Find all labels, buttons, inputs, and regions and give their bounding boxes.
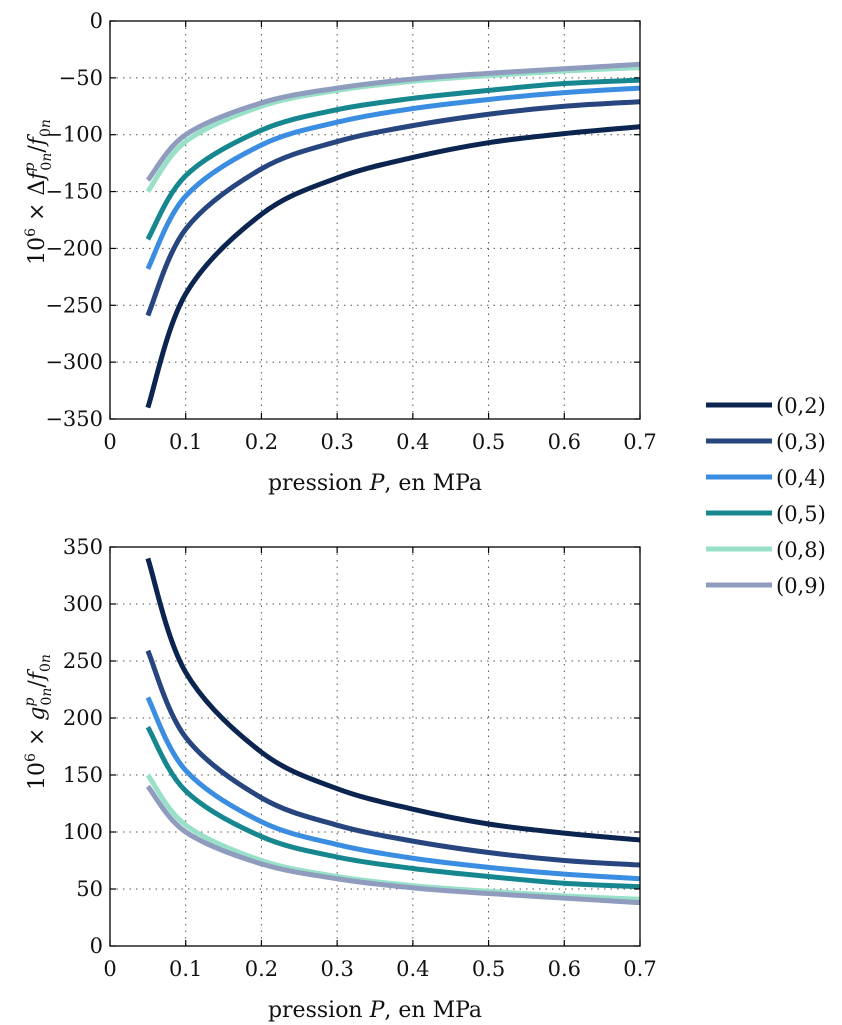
top-x-tick-label: 0 [103,430,116,454]
bottom-x-tick-label: 0.7 [623,957,656,981]
bottom-series-line-6 [145,784,640,906]
legend-label: (0,5) [776,502,826,526]
bottom-y-tick-label: 300 [63,592,103,616]
bottom-y-tick-label: 0 [90,934,103,958]
bottom-y-tick-label: 250 [63,649,103,673]
bottom-x-tick-label: 0.5 [472,957,505,981]
top-y-tick-label: −250 [45,293,103,317]
top-series-line-1 [145,124,640,409]
bottom-panel-g: 0 0.1 0.2 0.3 0.4 0.5 0.6 0.7 0 50 100 150 200 250 300… [63,535,657,1023]
legend-label: (0,3) [776,430,826,454]
top-x-tick-label: 0.3 [320,430,353,454]
top-x-tick-label: 0.1 [169,430,202,454]
top-x-tick-label: 0.5 [472,430,505,454]
top-panel-delta-f: 0 0.1 0.2 0.3 0.4 0.5 0.6 0.7 0 −50 −100 −150 −200 −2… [45,9,656,496]
bottom-y-tick-label: 350 [63,535,103,559]
bottom-y-tick-label: 100 [63,820,103,844]
bottom-x-axis-title: pression P, en MPa [268,998,482,1023]
bottom-y-axis-title: 106 × gp0n/f0n [22,654,55,790]
top-x-tick-label: 0.7 [623,430,656,454]
legend-label: (0,9) [776,574,826,598]
top-plot-frame [109,20,641,420]
legend-label: (0,8) [776,538,826,562]
top-series-line-2 [145,99,640,317]
bottom-series-line-3 [145,696,640,882]
top-x-tick-label: 0.2 [245,430,278,454]
bottom-y-tick-label: 200 [63,706,103,730]
bottom-x-tick-label: 0.3 [320,957,353,981]
bottom-x-tick-label: 0.6 [548,957,581,981]
top-y-tick-label: −150 [45,180,103,204]
bottom-x-tick-label: 0.1 [169,957,202,981]
bottom-y-tick-label: 50 [76,877,103,901]
bottom-series-group [145,557,640,906]
bottom-x-tick-label: 0.2 [245,957,278,981]
bottom-x-tick-label: 0 [103,957,116,981]
top-y-tick-label: −350 [45,407,103,431]
bottom-series-line-2 [145,649,640,868]
top-x-tick-label: 0.4 [396,430,429,454]
bottom-x-tick-label: 0.4 [396,957,429,981]
top-y-tick-label: −100 [45,123,103,147]
top-y-axis-title: 106 × Δfp0n/f0n [22,119,55,265]
top-y-tick-label: −300 [45,350,103,374]
top-y-tick-label: −50 [59,66,103,90]
bottom-plot-frame [109,546,641,947]
top-series-line-6 [145,61,640,182]
bottom-y-tick-label: 150 [63,763,103,787]
top-series-group [145,61,640,409]
top-y-tick-label: −200 [45,236,103,260]
bottom-series-line-1 [145,557,640,843]
top-x-axis-title: pression P, en MPa [268,471,482,496]
top-series-line-4 [145,77,640,241]
legend-label: (0,2) [776,394,826,418]
top-y-tick-label: 0 [90,9,103,33]
bottom-series-line-4 [145,725,640,890]
legend-label: (0,4) [776,466,826,490]
legend: (0,2) (0,3) (0,4) (0,5) (0,8) (0,9) [706,394,826,598]
top-x-tick-label: 0.6 [548,430,581,454]
top-series-line-3 [145,85,640,271]
